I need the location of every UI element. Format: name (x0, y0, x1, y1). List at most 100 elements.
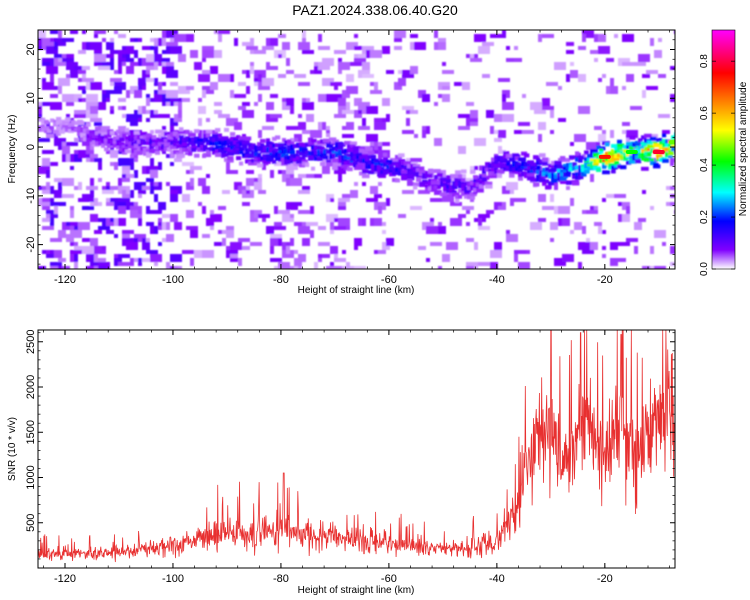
spectrogram-cell (290, 144, 295, 149)
spectrogram-cell (128, 137, 134, 142)
spectrogram-cell (54, 178, 66, 182)
spectrogram-cell (446, 184, 451, 189)
spectrogram-cell (542, 157, 549, 162)
spectrogram-cell (118, 178, 122, 186)
spectrogram-cell (470, 122, 478, 126)
spectrogram-cell (608, 151, 615, 156)
spectrogram-cell (274, 222, 282, 226)
spectrogram-cell (154, 62, 158, 70)
spectrogram-cell (653, 143, 661, 148)
spectrogram-cell (466, 102, 474, 106)
spectrogram-cell (610, 86, 618, 94)
spectrogram-cell (506, 58, 514, 62)
spectrogram-cell (218, 114, 230, 118)
spectrogram-cell (254, 161, 261, 166)
spectrogram-cell (150, 226, 154, 234)
spectrogram-cell (362, 110, 366, 114)
spectrogram-cell (458, 214, 466, 218)
spectrogram-cell (330, 230, 334, 234)
spectrogram-cell (118, 218, 126, 226)
spectrogram-cell (642, 266, 650, 269)
spectrogram-cell (202, 250, 214, 258)
spectrogram-cell (299, 142, 304, 147)
spectrogram-cell (434, 174, 439, 179)
spectrogram-cell (668, 151, 675, 156)
spectrogram-cell (422, 174, 427, 179)
spectrogram-cell (650, 136, 657, 141)
spectrogram-cell (442, 194, 454, 202)
spectrogram-cell (182, 137, 187, 142)
spectrogram-cell (572, 166, 577, 171)
spectrogram-cell (596, 145, 601, 150)
spectrogram-cell (659, 141, 665, 146)
spectrogram-cell (234, 38, 238, 46)
spectrogram-cell (602, 254, 606, 258)
spectrogram-cell (365, 146, 373, 151)
spectrogram-cell (542, 181, 547, 186)
spectrogram-cell (374, 158, 379, 163)
spectrogram-cell (58, 30, 62, 38)
spectrogram-cell (102, 218, 106, 226)
spectrogram-cell (418, 246, 426, 250)
spectrogram-cell (257, 163, 263, 168)
spectrogram-cell (466, 238, 474, 242)
spectrogram-cell (389, 161, 394, 166)
spectrogram-cell (467, 194, 473, 199)
spectrogram-cell (125, 127, 130, 132)
spectrogram-cell (42, 78, 46, 82)
spectrogram-cell (194, 62, 202, 70)
spectrogram-cell (50, 266, 58, 269)
spectrogram-cell (584, 160, 589, 165)
spectrogram-cell (518, 157, 526, 162)
chart-title: PAZ1.2024.338.06.40.G20 (292, 2, 458, 18)
spectrogram-cell (406, 118, 410, 126)
spectrogram-cell (527, 173, 535, 178)
spectrogram-cell (150, 130, 154, 134)
spectrogram-cell (98, 162, 102, 170)
spectrogram-cell (250, 38, 254, 46)
spectrogram-cell (46, 66, 58, 74)
spectrogram-cell (202, 206, 206, 214)
spectrogram-cell (182, 162, 194, 166)
spectrogram-cell (311, 138, 317, 143)
spectrogram-cell (587, 153, 593, 158)
spectrogram-cell (239, 142, 245, 147)
spectrogram-cell (671, 147, 675, 152)
spectrogram-cell (536, 161, 542, 166)
spectrogram-cell (54, 206, 58, 214)
spectrogram-cell (41, 127, 46, 132)
spectrogram-cell (210, 226, 214, 230)
spectrogram-cell (515, 156, 521, 161)
spectrogram-cell (394, 30, 406, 38)
spectrogram-cell (635, 155, 641, 160)
spectrogram-cell (218, 206, 226, 210)
spectrogram-cell (101, 138, 107, 143)
spectrogram-cell (341, 157, 346, 162)
spectrogram-cell (474, 34, 486, 42)
spectrogram-cell (478, 214, 490, 218)
spectrogram-cell (464, 188, 471, 193)
spectrogram-cell (114, 30, 118, 34)
spectrogram-cell (101, 143, 106, 148)
spectrogram-cell (437, 184, 442, 189)
spectrogram-cell (206, 133, 211, 138)
spectrogram-cell (278, 262, 290, 269)
spectrogram-cell (286, 70, 294, 74)
spectrogram-cell (362, 118, 366, 126)
spectrogram-cell (190, 178, 194, 186)
spectrogram-cell (258, 94, 262, 102)
spectrogram-cell (150, 210, 162, 214)
spectrogram-cell (374, 118, 386, 122)
spectrogram-cell (194, 136, 200, 141)
spectrogram-cell (617, 143, 625, 148)
spectrogram-cell (266, 141, 273, 146)
spectrogram-cell (119, 137, 125, 142)
spectrogram-cell (74, 246, 86, 250)
spectrogram-cell (670, 94, 675, 98)
spectrogram-cell (350, 141, 358, 146)
spectrogram-cell (254, 78, 258, 82)
spectrogram-cell (126, 54, 130, 62)
spectrogram-cell (50, 74, 54, 82)
spectrogram-cell (442, 70, 454, 74)
spectrogram-cell (455, 198, 460, 203)
